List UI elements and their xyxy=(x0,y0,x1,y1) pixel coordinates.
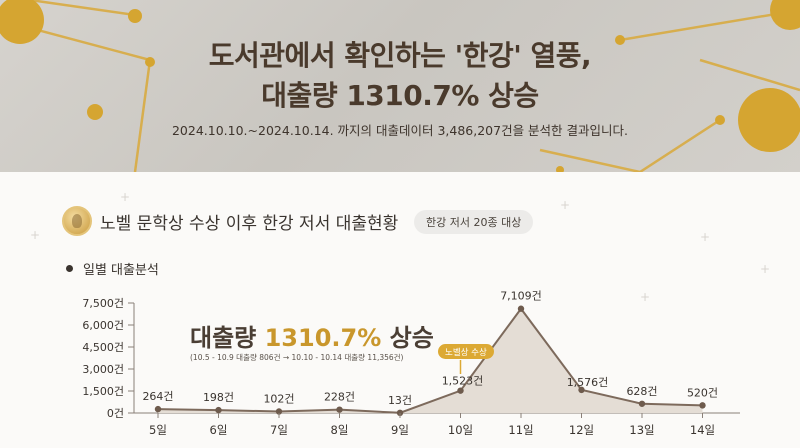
decorative-lines xyxy=(0,0,800,172)
plus-deco-icon: + xyxy=(560,198,571,212)
data-point xyxy=(275,408,283,415)
data-points: 264건 198건 102건 228건 13건 1,523건 7,109건 1,576건 628… xyxy=(142,290,718,417)
series-line xyxy=(157,307,703,414)
y-tick-label: 4,500건 xyxy=(82,341,124,354)
data-label: 520건 xyxy=(687,386,718,399)
data-label: 198건 xyxy=(203,391,234,404)
data-point xyxy=(578,386,585,394)
nobel-medal-icon xyxy=(62,206,92,236)
hero-subtitle: 2024.10.10.~2024.10.14. 까지의 대출데이터 3,486,… xyxy=(171,123,629,138)
data-point xyxy=(638,400,646,407)
nobel-callout-badge: 노벨상 수상 xyxy=(438,344,494,359)
headline-prefix: 대출량 xyxy=(190,324,265,352)
y-tick-label: 7,500건 xyxy=(82,297,124,310)
hero-title-line2: 대출량 1310.7% 상승 xyxy=(261,79,539,112)
y-tick-label: 6,000건 xyxy=(82,319,124,332)
area-fill xyxy=(158,308,703,413)
plus-deco-icon: + xyxy=(120,190,131,204)
x-axis-labels: 5일 6일 7일 8일 9일 10일 11일 12일 13일 14일 xyxy=(149,413,715,437)
headline-note: (10.5 - 10.9 대출량 806건 → 10.10 - 10.14 대출… xyxy=(190,353,404,362)
x-tick-label: 6일 xyxy=(210,423,228,437)
x-tick-label: 5일 xyxy=(149,423,167,437)
data-label: 7,109건 xyxy=(500,290,542,303)
plus-deco-icon: + xyxy=(700,230,711,244)
plus-deco-icon: + xyxy=(640,290,651,304)
hero-banner: 도서관에서 확인하는 '한강' 열풍, 대출량 1310.7% 상승 2024.… xyxy=(0,0,800,172)
bullet-row: 일별 대출분석 xyxy=(66,259,159,278)
bullet-label: 일별 대출분석 xyxy=(83,263,159,278)
x-tick-label: 8일 xyxy=(331,423,349,437)
x-tick-label: 13일 xyxy=(629,423,654,437)
data-label: 228건 xyxy=(324,391,355,404)
data-point xyxy=(336,406,343,413)
x-tick-label: 11일 xyxy=(508,423,533,437)
x-tick-label: 9일 xyxy=(391,423,409,437)
data-label: 264건 xyxy=(142,390,173,403)
data-label: 628건 xyxy=(626,385,657,398)
plus-deco-icon: + xyxy=(30,228,41,242)
section-title: 노벨 문학상 수상 이후 한강 저서 대출현황 xyxy=(100,213,399,234)
data-label: 1,576건 xyxy=(567,376,609,389)
data-point xyxy=(396,409,404,417)
data-label: 102건 xyxy=(263,393,294,406)
hero-title-line1: 도서관에서 확인하는 '한강' 열풍, xyxy=(208,39,592,72)
y-axis: 0건 1,500건 3,000건 4,500건 6,000건 7,500건 xyxy=(82,297,135,420)
x-tick-label: 7일 xyxy=(270,423,288,437)
scope-badge: 한강 저서 20종 대상 xyxy=(414,210,534,234)
headline-highlight: 1310.7% xyxy=(264,324,382,352)
headline: 대출량 1310.7% 상승 xyxy=(190,318,434,353)
data-point xyxy=(215,406,222,414)
headline-suffix: 상승 xyxy=(381,324,434,352)
y-tick-label: 1,500건 xyxy=(82,385,124,398)
section-header: 노벨 문학상 수상 이후 한강 저서 대출현황 xyxy=(62,206,398,236)
plus-deco-icon: + xyxy=(760,262,771,276)
data-label: 1,523건 xyxy=(442,375,484,388)
bullet-dot-icon xyxy=(66,265,73,272)
x-tick-label: 12일 xyxy=(569,423,594,437)
data-point xyxy=(457,387,464,394)
y-tick-label: 3,000건 xyxy=(82,363,124,376)
x-tick-label: 10일 xyxy=(448,423,473,437)
data-point xyxy=(154,405,162,413)
x-tick-label: 14일 xyxy=(690,423,715,437)
y-tick-label: 0건 xyxy=(107,407,124,420)
data-label: 13건 xyxy=(388,394,412,407)
data-point xyxy=(517,305,525,312)
data-point xyxy=(699,402,706,409)
